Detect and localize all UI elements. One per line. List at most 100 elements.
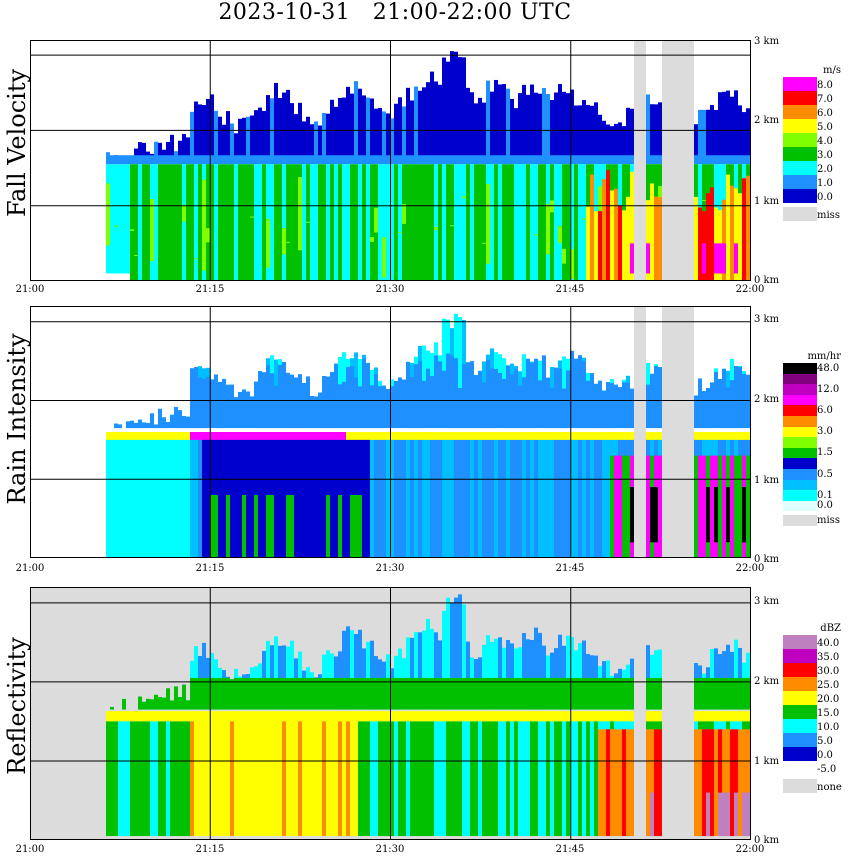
echo-cell — [510, 432, 514, 440]
echo-cell — [126, 155, 130, 165]
echo-cell — [286, 155, 290, 165]
echo-cell — [574, 155, 578, 165]
echo-cell — [374, 155, 378, 165]
echo-cell — [710, 104, 714, 161]
echo-cell — [214, 164, 218, 281]
echo-cell — [182, 721, 186, 837]
echo-cell — [434, 432, 438, 440]
echo-cell — [118, 711, 122, 722]
echo-cell — [202, 435, 206, 558]
echo-cell — [338, 721, 342, 837]
echo-cell — [626, 196, 630, 281]
plot-frame — [30, 587, 751, 840]
echo-cell — [438, 435, 442, 558]
echo-cell — [342, 155, 346, 165]
echo-cell — [646, 677, 650, 710]
echo-cell — [190, 368, 194, 429]
echo-cell — [242, 677, 246, 710]
echo-cell — [426, 677, 430, 710]
echo-cell — [526, 432, 530, 440]
echo-cell — [506, 155, 510, 165]
echo-cell — [270, 711, 274, 722]
echo-cell — [718, 792, 722, 837]
echo-cell — [390, 118, 394, 161]
echo-cell — [466, 721, 470, 837]
echo-cell — [198, 677, 202, 710]
echo-cell — [130, 711, 134, 722]
echo-cell — [422, 630, 426, 710]
echo-cell — [366, 432, 370, 440]
echo-cell — [570, 711, 574, 722]
echo-cell — [206, 677, 210, 710]
echo-cell — [582, 435, 586, 558]
echo-cell — [366, 711, 370, 722]
echo-cell — [534, 358, 538, 429]
echo-cell — [382, 111, 386, 161]
echo-cell — [370, 640, 374, 710]
echo-cell — [618, 711, 622, 722]
echo-cell — [538, 432, 542, 440]
echo-cell — [222, 677, 226, 710]
echo-cell — [282, 711, 286, 722]
echo-cell — [310, 124, 314, 161]
echo-cell — [362, 95, 366, 161]
echo-cell — [454, 432, 458, 440]
echo-cell — [466, 677, 470, 710]
echo-cell — [330, 711, 334, 722]
echo-cell — [222, 711, 226, 722]
legend-swatch — [783, 373, 817, 385]
echo-cell — [274, 164, 278, 281]
echo-cell — [254, 495, 258, 558]
echo-cell — [466, 435, 470, 558]
echo-cell — [214, 110, 218, 161]
echo-cell — [558, 721, 562, 837]
echo-cell — [110, 432, 114, 440]
echo-cell — [346, 366, 350, 429]
echo-cell — [582, 640, 586, 710]
echo-cell — [426, 618, 430, 710]
echo-cell — [518, 385, 522, 429]
echo-cell — [450, 432, 454, 440]
echo-cell — [278, 164, 282, 281]
echo-cell — [394, 711, 398, 722]
echo-cell — [298, 155, 302, 165]
echo-cell — [482, 382, 486, 429]
echo-cell — [418, 361, 422, 429]
echo-cell — [714, 711, 718, 722]
echo-cell — [450, 677, 454, 710]
echo-cell — [142, 155, 146, 165]
echo-cell — [570, 435, 574, 558]
echo-cell — [350, 432, 354, 440]
echo-cell — [730, 455, 734, 558]
echo-cell — [462, 57, 466, 161]
height-tick-0km: 0 km — [754, 835, 780, 846]
echo-cell — [210, 495, 214, 558]
legend-unit: dBZ — [820, 623, 841, 634]
missing-data — [638, 306, 642, 558]
echo-cell — [646, 432, 650, 440]
echo-cell — [518, 432, 522, 440]
echo-cell — [414, 86, 418, 161]
echo-cell — [150, 721, 154, 837]
echo-cell — [118, 721, 122, 837]
rain-intensity-panel: Rain Intensity 3 km 2 km 1 km 0 km 21:00… — [0, 295, 850, 575]
echo-cell — [602, 120, 606, 161]
x-tick-2145: 21:45 — [555, 284, 585, 295]
echo-cell — [162, 711, 166, 722]
echo-cell — [294, 711, 298, 722]
echo-cell — [230, 155, 234, 165]
echo-cell — [222, 155, 226, 165]
echo-cell — [650, 711, 654, 722]
echo-cell — [546, 155, 550, 165]
echo-cell — [238, 721, 242, 837]
echo-cell — [490, 677, 494, 710]
echo-cell — [350, 164, 354, 281]
legend-swatch — [783, 147, 817, 161]
echo-cell — [730, 729, 734, 837]
echo-cell — [374, 435, 378, 558]
echo-cell — [442, 164, 446, 281]
echo-cell — [142, 142, 146, 161]
echo-cell — [534, 627, 538, 710]
echo-cell — [294, 677, 298, 710]
echo-cell — [590, 721, 594, 837]
